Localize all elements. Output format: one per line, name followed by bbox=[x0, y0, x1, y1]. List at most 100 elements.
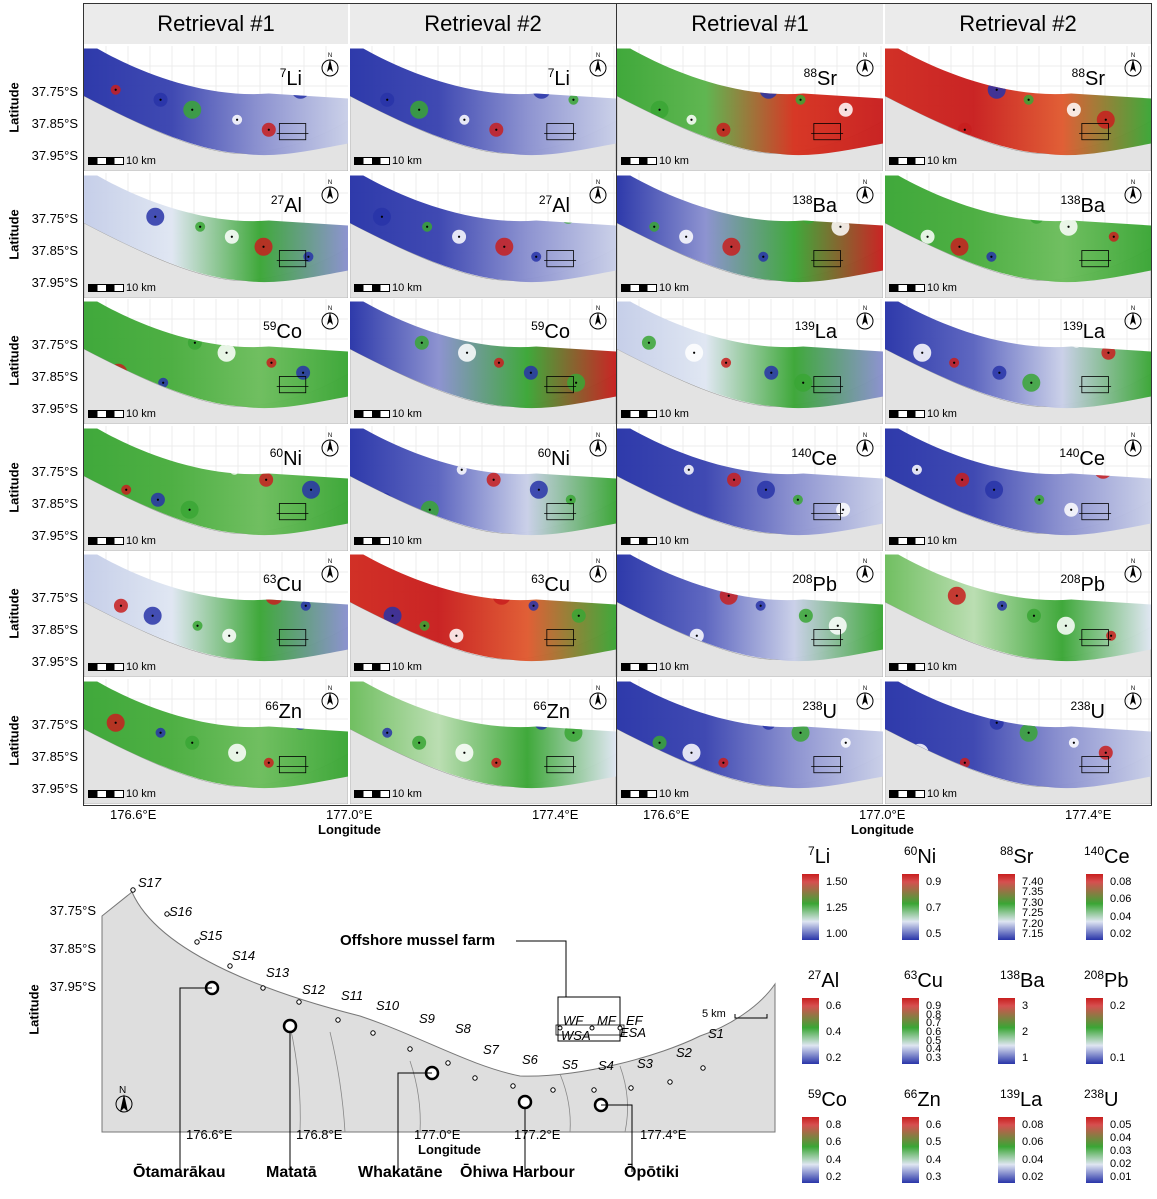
isotope-symbol: Li bbox=[286, 68, 302, 90]
legend-tick: 0.6 bbox=[926, 1026, 942, 1038]
isotope-mass: 27 bbox=[538, 193, 553, 207]
lat-tick-label: 37.85°S bbox=[31, 622, 78, 637]
overview-map-svg bbox=[101, 887, 776, 1172]
isotope-mass: 208 bbox=[792, 572, 813, 586]
isotope-symbol: Ni bbox=[551, 448, 570, 470]
svg-text:N: N bbox=[596, 433, 600, 439]
latitude-axis-title: Latitude bbox=[6, 335, 22, 386]
farm-site-label: WF bbox=[563, 1013, 584, 1028]
svg-text:N: N bbox=[863, 53, 867, 59]
site-label: S11 bbox=[341, 988, 364, 1003]
north-arrow-icon: N bbox=[1123, 177, 1143, 205]
isotope-symbol: Zn bbox=[278, 701, 302, 723]
legend-colorbar bbox=[1086, 1117, 1103, 1183]
column-header-2: Retrieval #2 bbox=[350, 4, 616, 44]
isotope-symbol: Ba bbox=[1080, 195, 1105, 217]
svg-text:N: N bbox=[596, 559, 600, 565]
column-header-4: Retrieval #2 bbox=[885, 4, 1151, 44]
legend-tick: 0.8 bbox=[926, 1008, 942, 1021]
latitude-axis-title: Latitude bbox=[6, 209, 22, 260]
map-panel-la-retrieval-2: 139La N 10 km bbox=[885, 299, 1151, 424]
map-panel-pb-retrieval-1: 208Pb N 10 km bbox=[617, 552, 883, 677]
scale-bar: 10 km bbox=[354, 788, 422, 800]
legend-tick: 1.00 bbox=[826, 928, 848, 940]
scale-bar-label: 10 km bbox=[927, 408, 957, 420]
scale-bar-label: 10 km bbox=[392, 788, 422, 800]
scale-bar-label: 10 km bbox=[927, 282, 957, 294]
legend-colorbar bbox=[998, 1117, 1015, 1183]
isotope-label: 59Co bbox=[531, 319, 570, 344]
legend-colorbar bbox=[1086, 998, 1103, 1064]
map-panel-ce-retrieval-1: 140Ce N 10 km bbox=[617, 426, 883, 551]
scale-bar-label: 10 km bbox=[659, 788, 689, 800]
legend-tick: 0.6 bbox=[926, 1119, 942, 1131]
isotope-symbol: Zn bbox=[546, 701, 570, 723]
svg-text:N: N bbox=[1131, 559, 1135, 565]
legend-title: 27Al bbox=[808, 968, 840, 992]
overview-lon-tick: 177.2°E bbox=[514, 1127, 561, 1142]
legend-tick: 0.06 bbox=[1110, 893, 1132, 906]
legend-tick: 0.2 bbox=[826, 1171, 842, 1183]
isotope-mass: 88 bbox=[1071, 66, 1085, 80]
isotope-label: 27Al bbox=[538, 193, 570, 218]
legend-ce: 140Ce 0.08 0.06 0.04 0.02 bbox=[1084, 844, 1157, 956]
scale-bar: 10 km bbox=[88, 788, 156, 800]
svg-text:N: N bbox=[1131, 306, 1135, 312]
isotope-mass: 60 bbox=[269, 446, 284, 460]
site-label: S2 bbox=[676, 1045, 692, 1060]
longitude-axis-title: Longitude bbox=[851, 822, 914, 837]
isotope-label: 208Pb bbox=[792, 572, 838, 597]
overview-lat-tick: 37.95°S bbox=[49, 979, 96, 994]
legend-tick: 0.04 bbox=[1110, 1132, 1132, 1144]
scale-bar: 10 km bbox=[88, 282, 156, 294]
map-panel-ni-retrieval-2: 60Ni N 10 km bbox=[350, 426, 616, 551]
farm-site-label: EF bbox=[626, 1013, 643, 1028]
isotope-symbol: Sr bbox=[817, 68, 837, 90]
legend-title: 139La bbox=[1000, 1087, 1043, 1111]
legend-tick: 0.4 bbox=[926, 1153, 942, 1166]
scale-bar-label: 10 km bbox=[392, 535, 422, 547]
scale-bar-label: 10 km bbox=[126, 661, 156, 673]
legend-tick: 0.6 bbox=[826, 1136, 842, 1149]
isotope-symbol: La bbox=[1082, 321, 1105, 343]
lat-tick-label: 37.75°S bbox=[31, 211, 78, 226]
isotope-label: 238U bbox=[1071, 699, 1105, 724]
scale-bar-label: 10 km bbox=[659, 661, 689, 673]
overview-longitude-title: Longitude bbox=[418, 1142, 481, 1157]
north-arrow-icon: N bbox=[588, 556, 608, 584]
svg-text:N: N bbox=[328, 686, 332, 692]
overview-latitude-title: Latitude bbox=[26, 984, 42, 1035]
legend-tick: 0.08 bbox=[1022, 1119, 1044, 1131]
legend-tick: 2 bbox=[1022, 1026, 1029, 1038]
legend-colorbar bbox=[1086, 874, 1103, 940]
latitude-axis-title: Latitude bbox=[6, 82, 22, 133]
latitude-axis-title: Latitude bbox=[6, 462, 22, 513]
isotope-symbol: Co bbox=[276, 321, 302, 343]
isotope-label: 238U bbox=[803, 699, 837, 724]
isotope-label: 66Zn bbox=[533, 699, 570, 724]
legend-title: 59Co bbox=[808, 1087, 847, 1111]
legend-tick: 0.3 bbox=[926, 1052, 942, 1064]
isotope-symbol: Li bbox=[554, 68, 570, 90]
legend-tick: 0.05 bbox=[1110, 1119, 1132, 1131]
isotope-label: 139La bbox=[794, 319, 837, 344]
isotope-mass: 139 bbox=[794, 319, 815, 333]
isotope-mass: 88 bbox=[803, 66, 817, 80]
lat-tick-label: 37.85°S bbox=[31, 496, 78, 511]
place-label: Ōpōtiki bbox=[624, 1164, 680, 1181]
legend-al: 27Al 0.6 0.4 0.2 bbox=[800, 968, 890, 1080]
north-arrow-icon: N bbox=[320, 50, 340, 78]
site-label: S1 bbox=[708, 1026, 724, 1041]
legend-tick: 7.15 bbox=[1022, 928, 1044, 940]
north-arrow-icon: N bbox=[1123, 303, 1143, 331]
site-label: S8 bbox=[455, 1021, 471, 1036]
legend-cu: 63Cu 0.9 0.8 0.7 0.6 0.5 0.4 0.3 bbox=[900, 968, 990, 1080]
legend-tick: 0.2 bbox=[826, 1052, 842, 1064]
legend-title: 60Ni bbox=[904, 844, 937, 868]
scale-bar: 10 km bbox=[354, 282, 422, 294]
isotope-symbol: Pb bbox=[1080, 574, 1105, 596]
isotope-label: 59Co bbox=[263, 319, 302, 344]
legend-tick: 1.50 bbox=[826, 876, 848, 888]
scale-bar: 10 km bbox=[621, 535, 689, 547]
svg-text:N: N bbox=[596, 306, 600, 312]
